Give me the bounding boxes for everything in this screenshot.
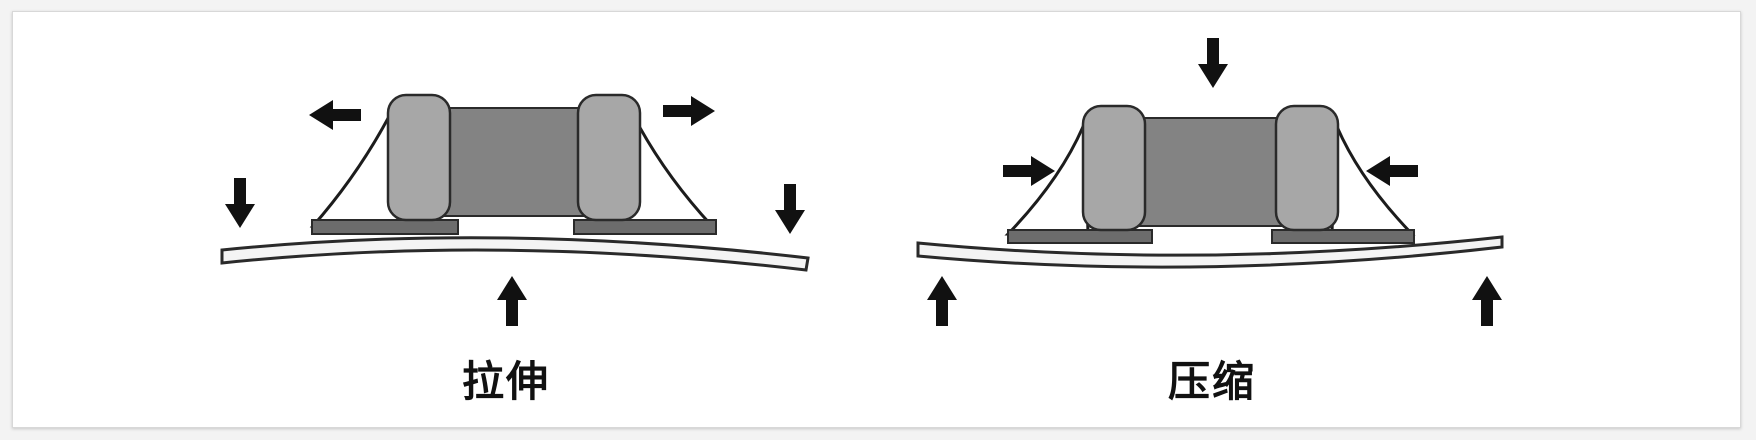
arrow-down-top xyxy=(1198,38,1228,88)
capacitor-body xyxy=(1129,117,1291,227)
tension-diagram xyxy=(220,93,810,326)
arrow-right-inward xyxy=(1003,156,1055,186)
capacitor-body xyxy=(439,107,591,217)
panel-label-tension: 拉伸 xyxy=(462,357,551,406)
capacitor-terminal-right xyxy=(1274,104,1340,232)
pcb-board xyxy=(220,236,810,272)
pcb-board xyxy=(916,235,1504,269)
solder-pad-right xyxy=(1271,229,1415,244)
panel-label-compression: 压缩 xyxy=(1168,357,1257,406)
capacitor-terminal-left xyxy=(386,93,452,222)
solder-fillet-left xyxy=(1004,121,1090,236)
solder-pad-left xyxy=(311,219,459,235)
solder-pad-left xyxy=(1007,229,1153,244)
arrow-down-right-end xyxy=(775,184,805,234)
compression-diagram xyxy=(916,38,1504,326)
arrow-right-outward xyxy=(663,96,715,126)
arrow-left-inward xyxy=(1366,156,1418,186)
capacitor-terminal-left xyxy=(1081,104,1147,232)
arrow-up-right-end xyxy=(1472,276,1502,326)
arrow-down-left-end xyxy=(225,178,255,228)
arrow-left-outward xyxy=(309,100,361,130)
arrow-up-center xyxy=(497,276,527,326)
capacitor-terminal-right xyxy=(576,93,642,222)
arrow-up-left-end xyxy=(927,276,957,326)
solder-fillet-right xyxy=(1330,121,1416,236)
figure-card xyxy=(12,11,1741,428)
solder-pad-right xyxy=(573,219,717,235)
